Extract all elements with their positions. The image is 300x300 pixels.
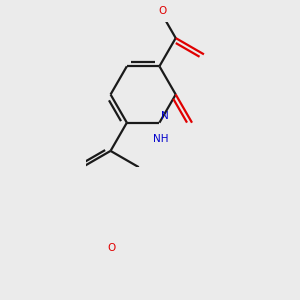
Text: N: N <box>161 111 169 121</box>
Text: O: O <box>107 243 116 253</box>
Text: NH: NH <box>153 134 169 144</box>
Text: O: O <box>158 6 167 16</box>
